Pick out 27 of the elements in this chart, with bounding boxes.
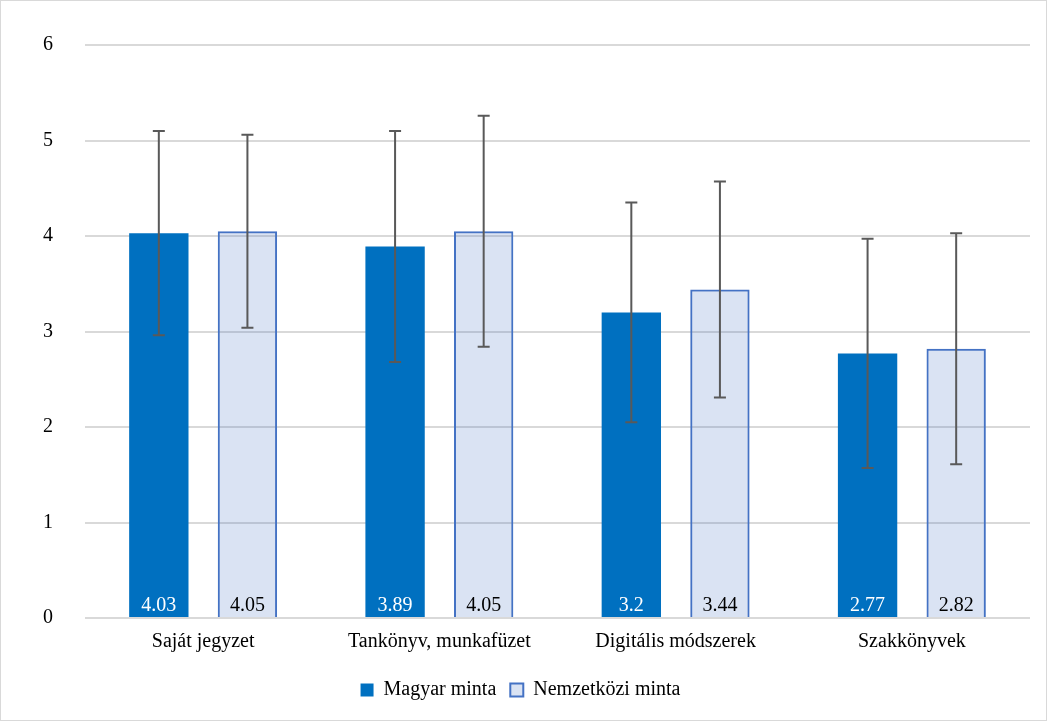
legend-label: Magyar minta xyxy=(383,677,497,701)
bar xyxy=(129,233,189,617)
bar xyxy=(217,231,278,617)
bar xyxy=(601,312,662,617)
y-tick-label: 6 xyxy=(43,32,53,55)
data-label: 3.44 xyxy=(702,593,738,616)
y-tick-label: 2 xyxy=(43,414,53,437)
y-tick-label: 0 xyxy=(43,605,53,628)
data-label: 3.89 xyxy=(377,593,413,616)
y-tick-label: 3 xyxy=(43,318,53,341)
x-tick-label: Digitális módszerek xyxy=(595,629,756,653)
data-label: 2.82 xyxy=(938,593,974,616)
y-tick-label: 4 xyxy=(43,223,53,246)
bar xyxy=(365,246,425,617)
data-label: 3.2 xyxy=(618,593,644,616)
bar xyxy=(837,353,898,617)
x-tick-label: Tankönyv, munkafüzet xyxy=(347,629,532,653)
data-label: 4.05 xyxy=(229,593,265,616)
x-tick-label: Szakkönyvek xyxy=(857,629,966,653)
data-label: 4.05 xyxy=(466,593,502,616)
bar xyxy=(453,231,514,617)
y-tick-label: 5 xyxy=(43,127,53,150)
legend-label: Nemzetközi minta xyxy=(533,677,681,700)
x-tick-label: Saját jegyzet xyxy=(151,629,255,653)
data-label: 4.03 xyxy=(141,593,177,616)
y-tick-label: 1 xyxy=(43,509,53,532)
data-label: 2.77 xyxy=(850,593,886,616)
